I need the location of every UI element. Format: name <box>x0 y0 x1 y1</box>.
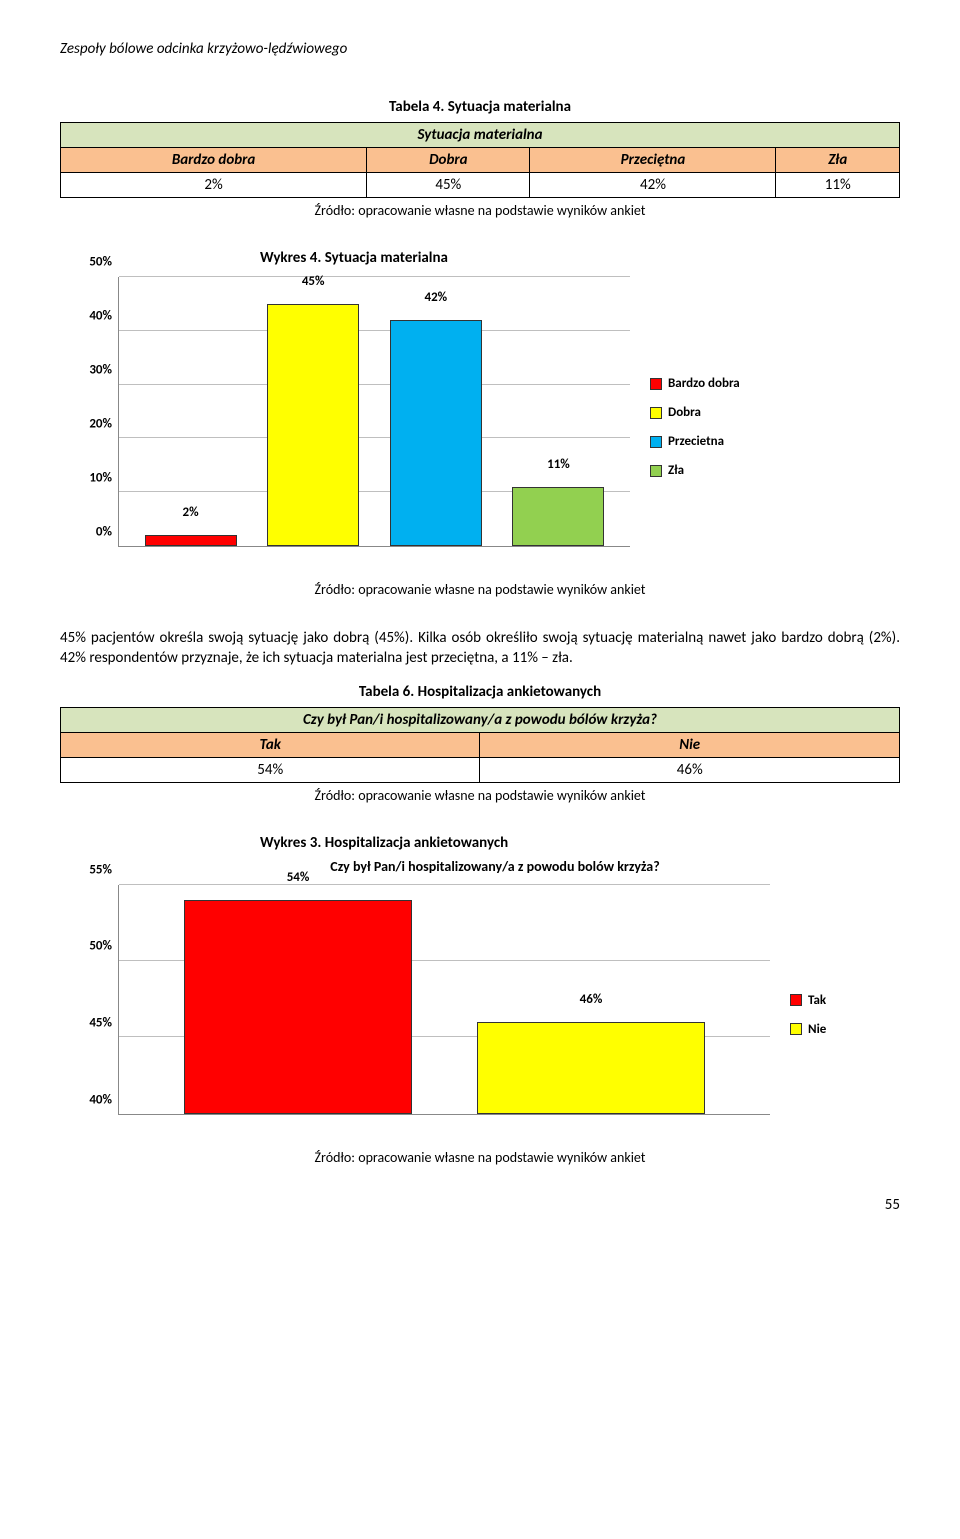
chart1-ytick: 20% <box>89 417 112 432</box>
legend-label: Bardzo dobra <box>668 376 740 391</box>
table4-source: Źródło: opracowanie własne na podstawie … <box>60 202 900 219</box>
chart1-source: Źródło: opracowanie własne na podstawie … <box>60 581 900 598</box>
table4: Sytuacja materialna Bardzo dobra Dobra P… <box>60 122 900 198</box>
chart1-ytick: 10% <box>89 471 112 486</box>
chart1-ytick: 50% <box>89 255 112 270</box>
legend-label: Dobra <box>668 405 701 420</box>
table4-val3: 11% <box>776 173 900 198</box>
chart2-bar-label: 46% <box>580 992 603 1007</box>
table6-col1: Nie <box>480 732 900 757</box>
legend-swatch <box>650 407 662 419</box>
chart1-legend: Bardzo dobra Dobra Przecietna Zła <box>650 277 740 577</box>
chart1-caption: Wykres 4. Sytuacja materialna <box>60 249 900 267</box>
legend-label: Zła <box>668 463 684 478</box>
chart2-bar-label: 54% <box>287 870 310 885</box>
chart2-ytick: 45% <box>89 1015 112 1030</box>
chart1-bar-label: 42% <box>424 290 447 305</box>
chart2-caption: Wykres 3. Hospitalizacja ankietowanych <box>60 834 900 852</box>
chart1-ytick: 30% <box>89 363 112 378</box>
chart1: 0%10%20%30%40%50% 2%45%42%11% <box>70 277 630 577</box>
table4-val1: 45% <box>367 173 530 198</box>
table4-col1: Dobra <box>367 148 530 173</box>
table6-title: Czy był Pan/i hospitalizowany/a z powodu… <box>61 707 900 732</box>
table4-col2: Przeciętna <box>530 148 776 173</box>
legend-label: Nie <box>808 1022 826 1037</box>
chart1-bar-label: 45% <box>302 274 325 289</box>
chart1-bar <box>390 320 482 546</box>
chart1-bar <box>145 535 237 546</box>
table6-val1: 46% <box>480 757 900 782</box>
chart1-bar <box>512 487 604 546</box>
legend-swatch <box>650 465 662 477</box>
chart1-ytick: 40% <box>89 309 112 324</box>
chart2-bar <box>184 900 412 1114</box>
table6-caption: Tabela 6. Hospitalizacja ankietowanych <box>60 683 900 701</box>
chart2: 40%45%50%55% 54%46% <box>70 885 770 1145</box>
legend-swatch <box>650 378 662 390</box>
chart1-bar <box>267 304 359 546</box>
page-number: 55 <box>60 1196 900 1214</box>
chart2-legend-item: Nie <box>790 1022 826 1037</box>
legend-swatch <box>790 1023 802 1035</box>
body-paragraph-1: 45% pacjentów określa swoją sytuację jak… <box>60 628 900 669</box>
table4-val0: 2% <box>61 173 367 198</box>
table4-caption: Tabela 4. Sytuacja materialna <box>60 98 900 116</box>
chart1-legend-item: Zła <box>650 463 740 478</box>
page-header: Zespoły bólowe odcinka krzyżowo-lędźwiow… <box>60 40 900 58</box>
table4-title: Sytuacja materialna <box>61 123 900 148</box>
chart2-source: Źródło: opracowanie własne na podstawie … <box>60 1149 900 1166</box>
table4-col0: Bardzo dobra <box>61 148 367 173</box>
chart2-title: Czy był Pan/i hospitalizowany/a z powodu… <box>90 858 900 875</box>
chart2-ytick: 50% <box>89 939 112 954</box>
chart1-ytick: 0% <box>96 525 112 540</box>
legend-label: Tak <box>808 993 826 1008</box>
chart1-legend-item: Dobra <box>650 405 740 420</box>
chart2-bar <box>477 1022 705 1114</box>
chart1-bar-label: 11% <box>547 457 570 472</box>
chart2-legend-item: Tak <box>790 993 826 1008</box>
legend-label: Przecietna <box>668 434 724 449</box>
chart2-legend: Tak Nie <box>790 885 826 1145</box>
chart1-bar-label: 2% <box>182 505 198 520</box>
chart2-ytick: 40% <box>89 1092 112 1107</box>
table4-col3: Zła <box>776 148 900 173</box>
chart2-ytick: 55% <box>89 862 112 877</box>
table6-val0: 54% <box>61 757 480 782</box>
table6-col0: Tak <box>61 732 480 757</box>
chart1-legend-item: Przecietna <box>650 434 740 449</box>
legend-swatch <box>650 436 662 448</box>
legend-swatch <box>790 994 802 1006</box>
table6: Czy był Pan/i hospitalizowany/a z powodu… <box>60 707 900 783</box>
chart1-legend-item: Bardzo dobra <box>650 376 740 391</box>
table4-val2: 42% <box>530 173 776 198</box>
table6-source: Źródło: opracowanie własne na podstawie … <box>60 787 900 804</box>
